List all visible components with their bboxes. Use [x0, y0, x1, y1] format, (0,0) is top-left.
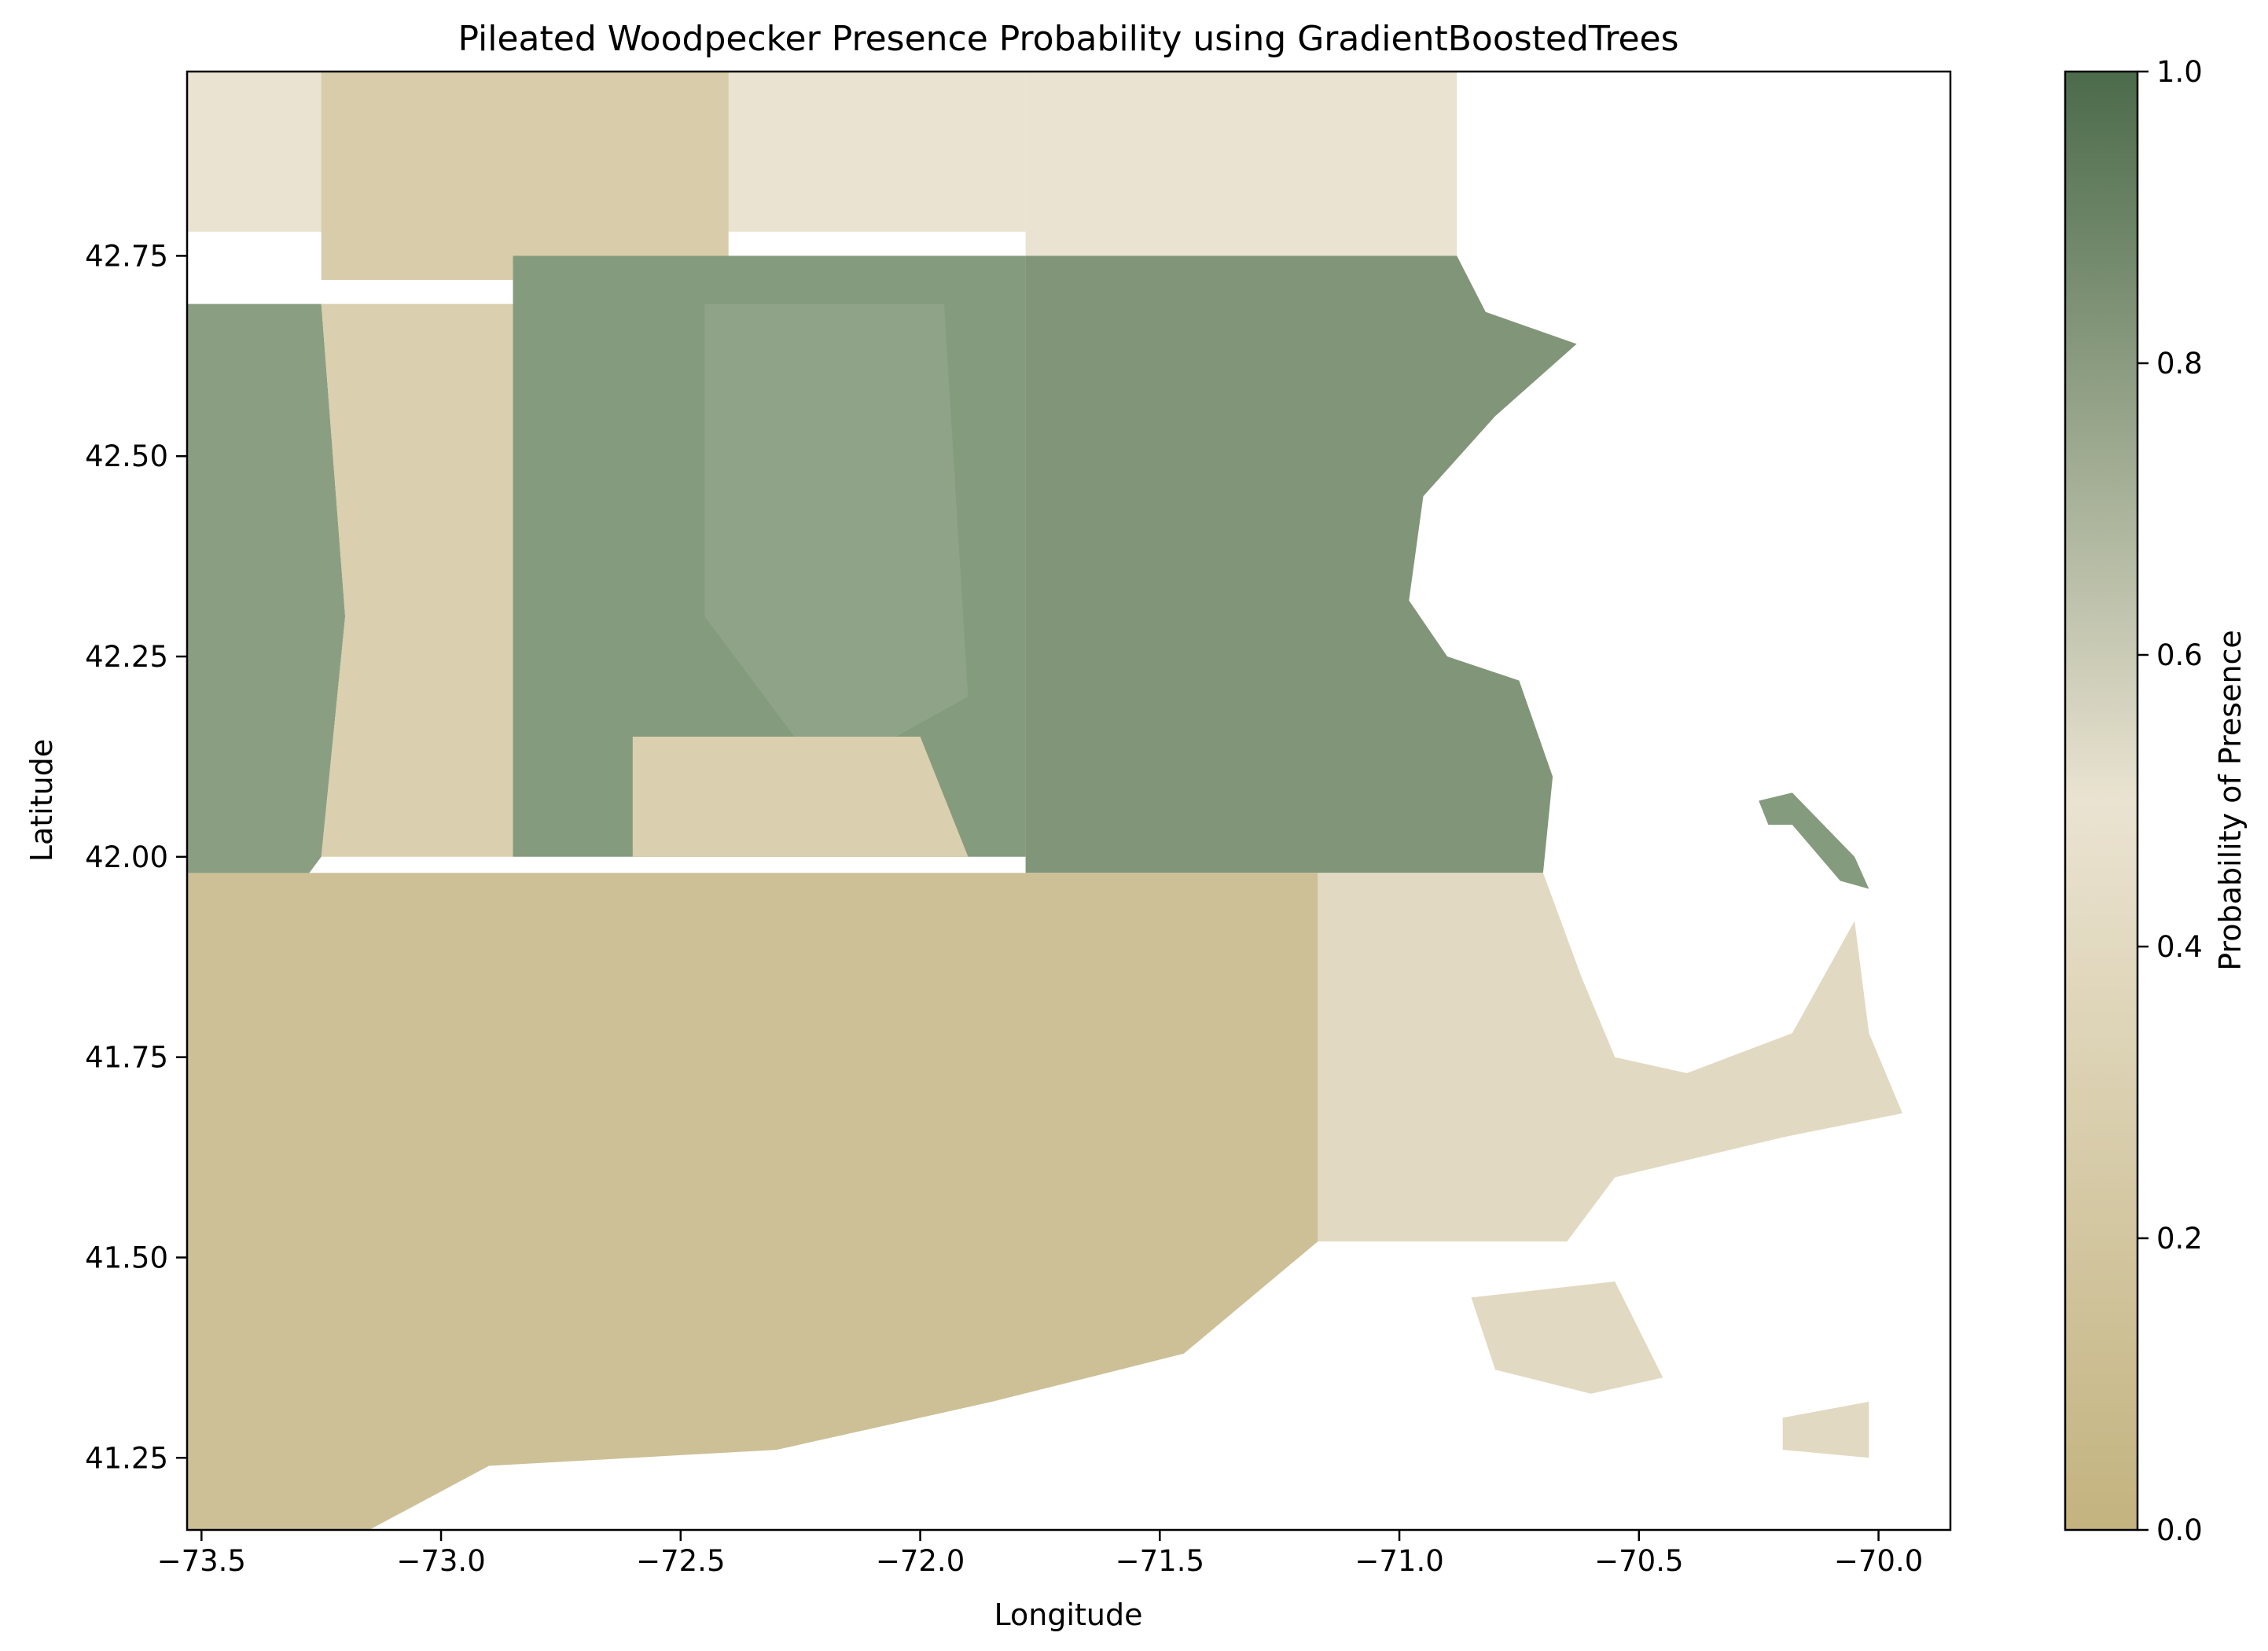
x-tick-label: −71.0 — [1355, 1544, 1443, 1578]
y-tick-label: 42.75 — [85, 239, 168, 273]
y-tick-label: 41.50 — [85, 1241, 168, 1274]
region-nantucket — [1782, 1401, 1869, 1458]
x-tick-label: −70.5 — [1594, 1544, 1683, 1578]
region-central-tan-patch — [632, 737, 969, 857]
x-tick-label: −71.5 — [1116, 1544, 1204, 1578]
x-axis: −73.5 −73.0 −72.5 −72.0 −71.5 −71.0 −70.5 −70.0 — [157, 1530, 1923, 1578]
colorbar-tick-label: 0.6 — [2156, 638, 2203, 672]
colorbar — [2064, 70, 2139, 1531]
colorbar-label: Probability of Presence — [2213, 630, 2248, 971]
colorbar-tick-label: 0.4 — [2156, 930, 2203, 964]
region-west-tan — [321, 303, 513, 857]
x-tick-label: −73.0 — [396, 1544, 485, 1578]
y-axis: 41.25 41.50 41.75 42.00 42.25 42.50 42.75 — [85, 239, 187, 1475]
y-tick-label: 42.50 — [85, 439, 168, 473]
colorbar-axis: 0.0 0.2 0.4 0.6 0.8 1.0 — [2138, 55, 2203, 1547]
x-tick-label: −72.0 — [876, 1544, 965, 1578]
region-cape-tip-green — [1759, 792, 1869, 889]
y-tick-label: 41.25 — [85, 1441, 168, 1475]
x-tick-label: −73.5 — [157, 1544, 246, 1578]
colorbar-tick-label: 0.8 — [2156, 347, 2203, 381]
region-east-green — [1025, 256, 1577, 873]
y-tick-label: 42.25 — [85, 640, 168, 674]
y-tick-label: 41.75 — [85, 1041, 168, 1075]
x-tick-label: −72.5 — [636, 1544, 725, 1578]
region-central-green-light — [704, 303, 969, 777]
x-axis-label: Longitude — [994, 1598, 1143, 1632]
heatmap-plot-area — [187, 72, 1902, 1530]
plot-frame — [186, 70, 1952, 1531]
chart-title: Pileated Woodpecker Presence Probability… — [458, 19, 1678, 59]
region-southeast-tan — [1318, 873, 1902, 1242]
region-north-tan — [321, 72, 729, 280]
colorbar-tick-label: 0.0 — [2156, 1513, 2203, 1547]
region-northeast-light — [1025, 72, 1457, 256]
region-marthas-vineyard — [1471, 1281, 1663, 1394]
y-axis-label: Latitude — [24, 739, 59, 862]
colorbar-tick-label: 1.0 — [2156, 55, 2203, 89]
colorbar-tick-label: 0.2 — [2156, 1222, 2203, 1256]
y-tick-label: 42.00 — [85, 840, 168, 874]
region-west-green — [187, 303, 346, 937]
region-south-west-tan — [187, 873, 1318, 1530]
x-tick-label: −70.0 — [1834, 1544, 1923, 1578]
